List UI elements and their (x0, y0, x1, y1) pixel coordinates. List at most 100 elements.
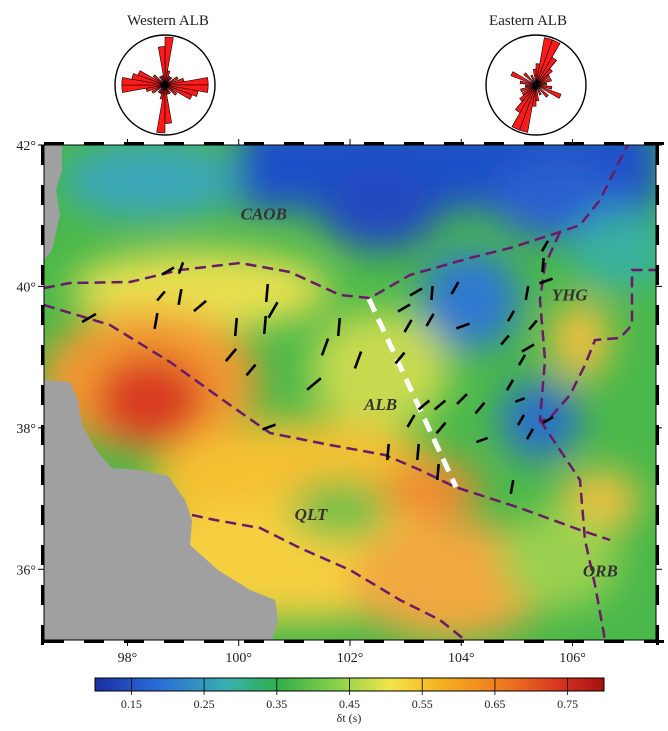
frame-scale-bar (41, 625, 44, 645)
rose-western-petal (164, 84, 171, 95)
splitting-stick (406, 414, 416, 428)
frame-scale-bar (124, 142, 144, 145)
y-tick-label: 38° (16, 422, 36, 437)
colorbar: 0.15 0.25 0.35 0.45 0.55 0.65 0.75 δt (s) (94, 677, 605, 725)
splitting-stick (505, 379, 515, 391)
splitting-stick (153, 312, 159, 330)
rose-petals-western (121, 36, 209, 134)
splitting-stick (386, 443, 390, 461)
frame-scale-bar (604, 640, 624, 643)
rose-eastern-petal (525, 84, 537, 88)
frame-scale-bar (84, 640, 104, 643)
splitting-stick (267, 301, 279, 319)
splitting-stick (433, 399, 447, 411)
land-mask-north (44, 145, 62, 260)
frame-scale-bar (656, 265, 659, 285)
splitting-stick (474, 401, 486, 415)
splitting-stick (514, 397, 526, 403)
rose-eastern-petal (530, 74, 537, 86)
splitting-stick (397, 303, 411, 313)
frame-scale-bar (656, 505, 659, 525)
x-tick-label: 100° (225, 651, 252, 666)
rose-eastern-petal (535, 84, 549, 98)
boundary-line (191, 513, 466, 640)
frame-scale-bar (41, 465, 44, 485)
frame-scale-bar (404, 640, 424, 643)
splitting-stick (177, 261, 185, 275)
rose-western-petal (164, 76, 173, 86)
splitting-stick (500, 334, 510, 346)
rose-eastern-petal (535, 84, 562, 99)
splitting-stick (245, 363, 257, 377)
region-label-alb: ALB (363, 395, 397, 414)
splitting-stick (509, 479, 515, 495)
rose-eastern-petal (535, 84, 553, 90)
frame-scale-bar (204, 640, 224, 643)
region-labels: CAOB YHG ALB QLT ORB (241, 204, 618, 580)
splitting-stick (193, 299, 207, 313)
rose-petals-eastern (510, 37, 562, 133)
frame-scale-bar (656, 185, 659, 205)
frame-scale-bar (244, 142, 264, 145)
frame-scale-bar (164, 640, 184, 643)
frame-scale-bar (324, 640, 344, 643)
tectonic-boundaries (44, 145, 656, 640)
y-tick-label: 40° (16, 280, 36, 295)
east-west-divider-line (366, 297, 459, 489)
splitting-stick (436, 463, 440, 481)
rose-western-petal (152, 74, 166, 86)
frame-scale-bar (41, 385, 44, 405)
frame-scale-bar (444, 142, 464, 145)
splitting-stick (233, 317, 239, 337)
frame-scale-bar (644, 142, 664, 145)
colorbar-tick-label: 0.55 (412, 697, 433, 711)
splitting-stick (264, 283, 270, 303)
colorbar-tick-label: 0.35 (266, 697, 287, 711)
rose-title-eastern: Eastern ALB (489, 13, 567, 29)
splitting-stick (506, 310, 516, 322)
delay-time-field (44, 145, 656, 640)
frame-scale-bar (484, 640, 504, 643)
x-tick-label: 98° (118, 651, 138, 666)
splitting-stick (81, 312, 97, 324)
rose-western-petal (164, 84, 178, 96)
boundary-line (538, 231, 656, 422)
colorbar-tick-label: 0.25 (194, 697, 215, 711)
frame-scale-bar (656, 585, 659, 605)
frame-scale-bar (444, 640, 464, 643)
rose-diagram-western: Western ALB (114, 13, 216, 136)
colorbar-title: δt (s) (337, 711, 362, 725)
frame-scale-bar (364, 142, 384, 145)
rose-eastern-petal (532, 68, 537, 86)
rose-eastern-petal (535, 74, 551, 86)
colorbar-tick-label: 0.45 (339, 697, 360, 711)
splitting-stick (540, 240, 550, 252)
rose-eastern-petal (511, 84, 537, 131)
frame-scale-bar (41, 185, 44, 205)
splitting-stick (528, 319, 538, 331)
splitting-stick (524, 285, 530, 301)
splitting-stick (353, 351, 363, 369)
frame-scale-bar (656, 225, 659, 245)
splitting-stick (430, 285, 434, 301)
rose-eastern-petal (535, 77, 552, 86)
splitting-stick (525, 428, 535, 440)
splitting-stick (262, 315, 268, 335)
rose-eastern-petal (535, 39, 561, 86)
splitting-stick (306, 377, 322, 391)
frame-scale-bar (656, 305, 659, 325)
frame-scale-bar (41, 305, 44, 325)
frame-scale-bar (41, 545, 44, 565)
splitting-stick (161, 266, 175, 276)
splitting-stick (541, 257, 545, 273)
frame-scale-bar (41, 505, 44, 525)
rose-eastern-petal (535, 84, 542, 96)
splitting-stick (521, 343, 535, 353)
frame-scale-bar (564, 640, 584, 643)
colorbar-tick-label: 0.65 (484, 697, 505, 711)
frame-scale-bar (484, 142, 504, 145)
frame-scale-bar (656, 345, 659, 365)
frame-scale-bar (656, 625, 659, 645)
frame-scale-bar (44, 142, 64, 145)
